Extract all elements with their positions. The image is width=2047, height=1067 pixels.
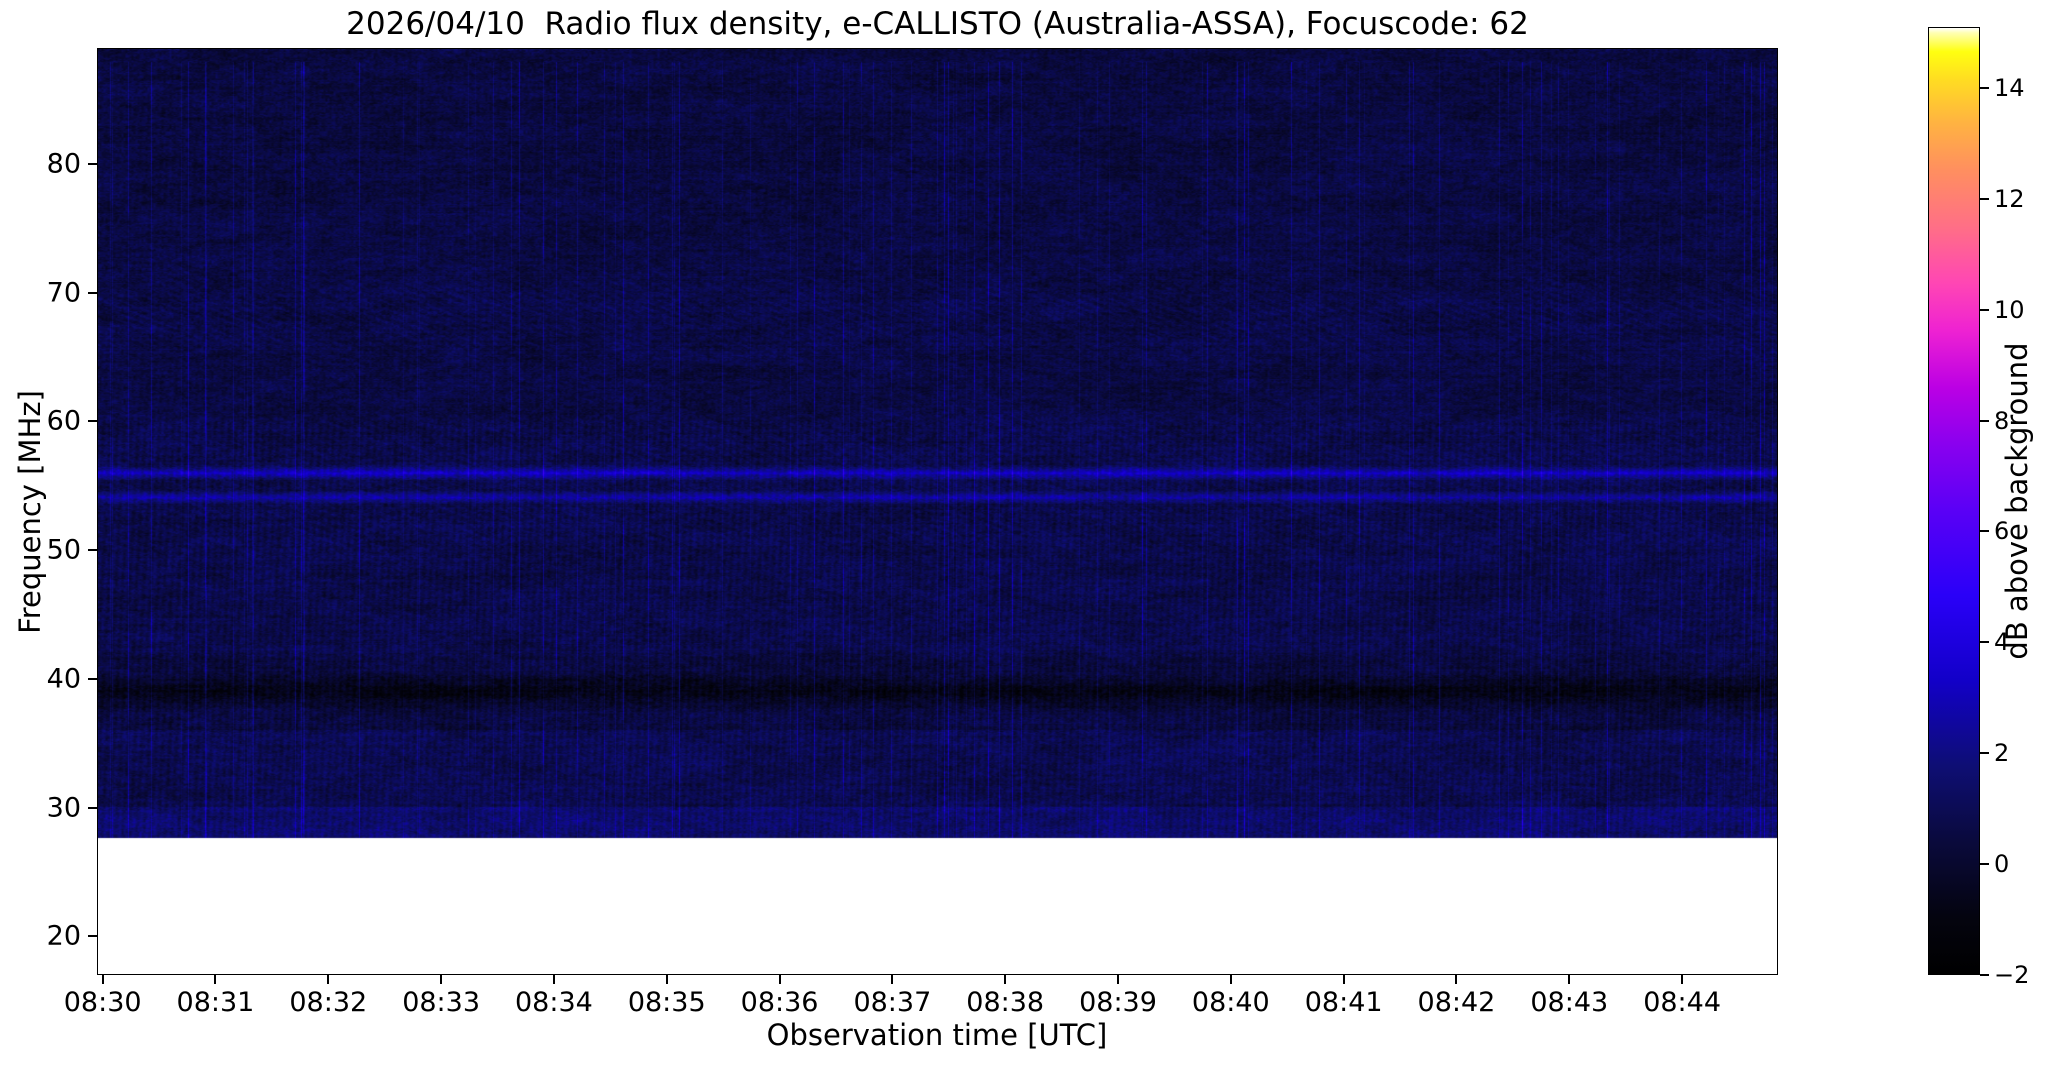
y-tick-mark [88,935,97,938]
colorbar-tick-mark [1980,419,1989,422]
x-tick-mark [440,975,443,984]
y-tick-label: 30 [46,792,81,824]
y-tick-mark [88,291,97,294]
y-tick-mark [88,806,97,809]
x-tick-mark [1117,975,1119,984]
x-tick-mark [891,975,894,984]
colorbar-tick-label: 6 [1994,517,2010,546]
colorbar-tick-label: 0 [1994,850,2010,879]
x-tick-mark [327,975,330,984]
x-tick-mark [665,975,668,984]
x-tick-label: 08:44 [1643,987,1721,1018]
spectrogram-image [98,49,1777,974]
x-tick-mark [1004,975,1007,984]
y-tick-label: 50 [46,534,81,566]
x-tick-mark [1455,975,1458,984]
colorbar-tick-mark [1980,752,1989,755]
colorbar-tick-label: 2 [1994,739,2010,768]
x-axis-label: Observation time [UTC] [766,1018,1108,1052]
y-tick-mark [88,162,97,165]
spectrogram-plot-area[interactable] [97,48,1778,975]
x-tick-label: 08:36 [740,987,819,1018]
colorbar-label: dB above background [2000,342,2034,660]
x-tick-label: 08:33 [402,987,480,1018]
colorbar-tick-mark [1980,863,1989,866]
x-tick-label: 08:43 [1530,987,1609,1018]
x-tick-label: 08:37 [853,987,932,1018]
x-tick-mark [1229,975,1232,984]
colorbar-tick-mark [1980,974,1989,976]
colorbar-tick-label: 12 [1994,184,2025,213]
colorbar-tick-mark [1980,86,1989,89]
x-tick-label: 08:38 [966,987,1045,1018]
y-axis-label: Frequency [MHz] [13,389,47,634]
y-tick-label: 80 [46,148,81,180]
page-title: 2026/04/10 Radio flux density, e-CALLIST… [346,6,1529,42]
y-tick-label: 70 [46,277,81,309]
colorbar-tick-mark [1980,641,1989,644]
x-tick-label: 08:42 [1417,987,1496,1018]
colorbar-tick-label: 8 [1994,406,2010,435]
y-tick-mark [88,677,97,680]
x-tick-mark [214,975,217,984]
y-tick-mark [88,549,97,552]
colorbar-tick-mark [1980,197,1989,200]
x-tick-label: 08:35 [627,987,706,1018]
x-tick-mark [1681,975,1684,984]
colorbar-tick-label: 14 [1994,73,2025,102]
x-tick-label: 08:34 [515,987,593,1018]
y-tick-label: 60 [46,405,81,437]
colorbar-tick-label: 4 [1994,628,2010,657]
x-tick-mark [1568,975,1571,984]
colorbar-tick-label: −2 [1994,961,2030,989]
x-tick-label: 08:39 [1079,987,1157,1018]
y-tick-label: 40 [46,663,81,695]
x-tick-label: 08:40 [1191,987,1270,1018]
colorbar-tick-label: 10 [1994,295,2025,324]
x-tick-label: 08:31 [176,987,255,1018]
x-tick-mark [552,975,555,984]
x-tick-label: 08:32 [289,987,368,1018]
y-tick-mark [88,420,97,423]
colorbar-gradient [1928,27,1980,975]
colorbar[interactable]: 14 12 10 8 6 4 2 0 −2 [1928,27,2029,989]
x-tick-mark [101,975,104,984]
colorbar-tick-mark [1980,308,1989,311]
x-tick-mark [1342,975,1345,984]
x-tick-label: 08:30 [63,987,142,1018]
y-tick-label: 20 [46,920,81,952]
x-tick-mark [778,975,781,984]
colorbar-tick-mark [1980,530,1989,533]
x-tick-label: 08:41 [1304,987,1383,1018]
